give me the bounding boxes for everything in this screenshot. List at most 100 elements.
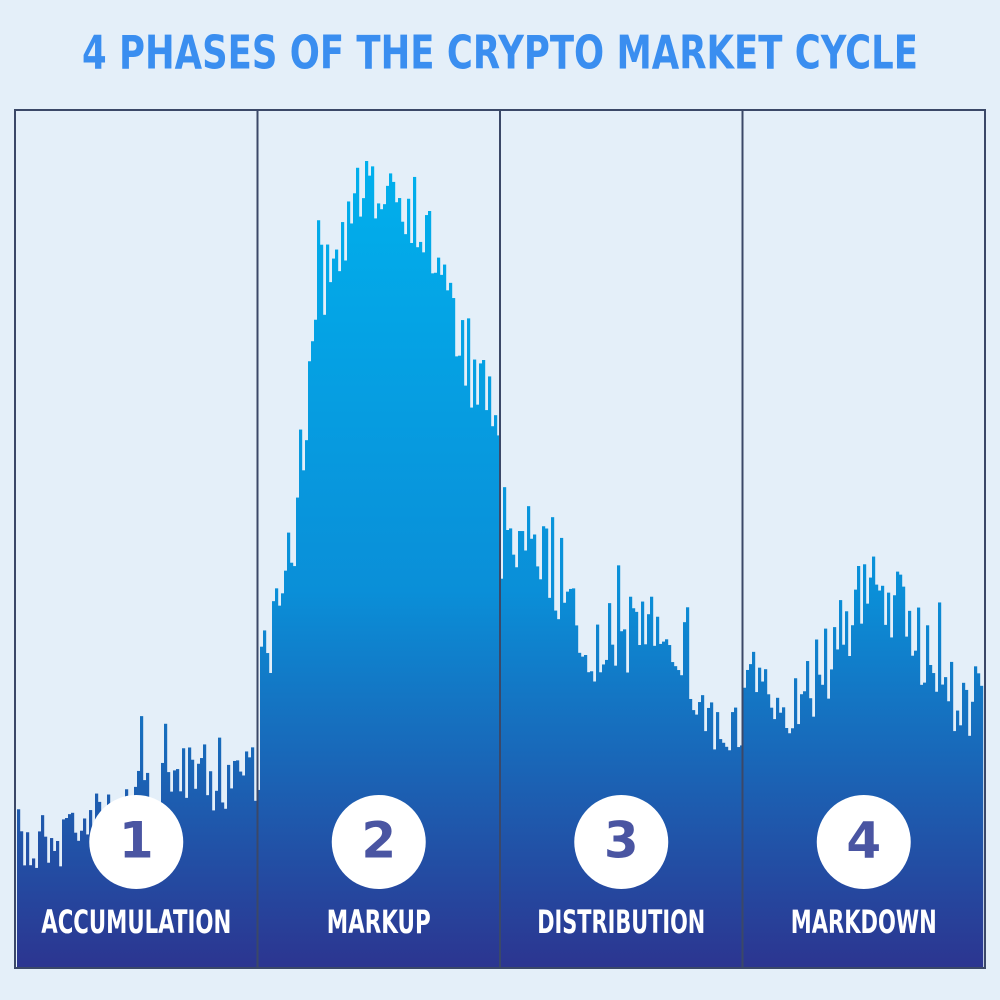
bar [512,554,516,968]
bars [17,161,984,969]
bar [944,677,948,968]
bar [383,204,387,969]
bar [290,562,294,968]
bar [398,198,402,969]
bar [716,712,720,968]
bar [389,173,393,968]
bar [428,211,432,968]
bar [281,593,285,968]
bar [44,836,48,968]
bar [680,675,684,968]
bar [539,579,543,968]
bar [818,674,822,968]
bar [581,656,585,968]
bar [656,616,660,968]
bar [350,223,354,969]
bar [650,596,654,968]
bar [533,534,537,968]
bar [251,747,255,968]
bar [65,818,69,968]
bar [293,566,297,968]
bar [473,359,477,968]
bar [782,707,786,968]
bar [905,636,909,968]
bar [41,815,45,968]
bar [452,298,456,969]
bar [404,234,408,969]
bar [326,244,330,968]
phase-badge [574,795,669,889]
bar [773,719,777,968]
bar [785,727,789,968]
bar [233,760,237,968]
bar [464,385,468,968]
bar [239,771,243,968]
bar [443,264,447,968]
bar [764,669,768,968]
bar [362,198,366,968]
bar [410,242,414,969]
bar [914,650,918,968]
bar [176,769,180,968]
bar [476,404,480,968]
bar [371,166,375,968]
bar [806,661,810,968]
bar [17,809,21,968]
bar [425,215,429,968]
frame [14,109,986,969]
bar [317,220,321,968]
phase-label: ACCUMULATION [41,903,231,941]
labels: 1 ACCUMULATION 2 MARKUP 3 DISTRIBUTION 4 MARKDO… [41,795,937,941]
bar [269,672,273,968]
bar [236,760,240,968]
bar [197,763,201,968]
bar [776,697,780,968]
bar [686,607,690,968]
bar [347,201,351,968]
bar [206,795,210,968]
phase-label: MARKDOWN [791,903,937,941]
bar [104,819,108,968]
bar [575,625,579,968]
phase-number: 4 [846,812,881,870]
bar [278,605,282,968]
bar [209,771,213,968]
bar [929,664,933,968]
bar [491,426,495,968]
bar [191,759,195,968]
bar [266,653,270,968]
bar [341,222,345,968]
bar [731,712,735,968]
bar [710,702,714,968]
bar [344,260,348,968]
bar [938,602,942,968]
bar [374,218,378,968]
bar [386,185,390,968]
bar [101,811,105,968]
bar [668,645,672,968]
bar [629,596,633,968]
bar [809,698,813,968]
bar [632,608,636,968]
bar [35,867,39,968]
bar [152,832,156,968]
bar [224,808,228,968]
bar [953,731,957,968]
bar [608,603,612,968]
bar [107,794,111,968]
bar [254,800,258,968]
bar [665,639,669,968]
bar [755,692,759,968]
bar [662,641,666,968]
bar [815,639,819,968]
bar [485,410,489,968]
bar [866,603,870,968]
bar [242,775,246,968]
bar [758,667,762,968]
bar [182,748,186,968]
bar [455,356,459,968]
bar [704,731,708,968]
bar [800,694,804,968]
bar [215,790,219,968]
bar [950,661,954,968]
